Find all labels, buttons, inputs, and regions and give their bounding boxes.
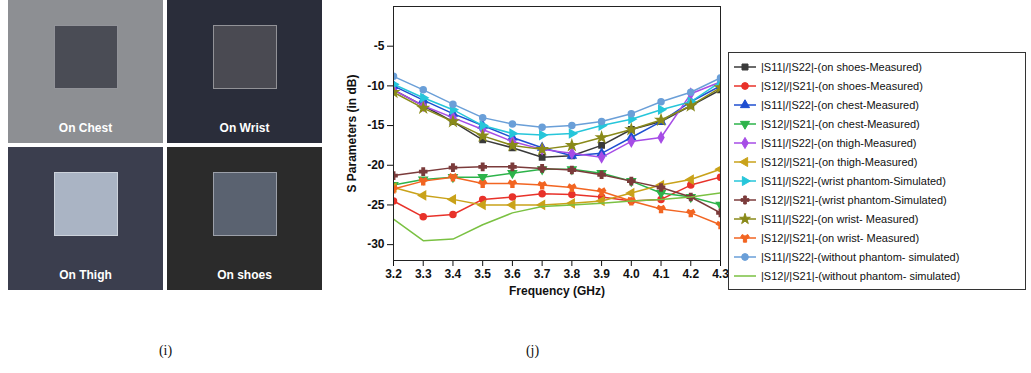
svg-text:-15: -15: [367, 118, 385, 132]
html-text:|S12|/|S21|-(on chest-Measured: |S12|/|S21|-(on chest-Measured): [761, 117, 920, 130]
svg-text:Frequency (GHz): Frequency (GHz): [509, 284, 605, 298]
html-text:On Thigh: On Thigh: [59, 268, 112, 282]
html-text:On shoes: On shoes: [217, 268, 272, 282]
html-text:|S12|/|S21|-(on wrist- Measure: |S12|/|S21|-(on wrist- Measured): [761, 231, 920, 244]
svg-text:-20: -20: [367, 158, 385, 172]
svg-text:3.3: 3.3: [415, 267, 432, 281]
html-text:|S12|/|S21|-(without phantom-: |S12|/|S21|-(without phantom- simulated): [761, 269, 961, 282]
svg-text:-5: -5: [374, 39, 385, 53]
html-text:|S12|/|S21|-(on thigh-Measured: |S12|/|S21|-(on thigh-Measured): [761, 155, 918, 168]
svg-text:4.1: 4.1: [653, 267, 670, 281]
svg-text:3.4: 3.4: [445, 267, 462, 281]
html-text:|S11|/|S22|-(wrist phantom-Sim: |S11|/|S22|-(wrist phantom-Simulated): [761, 174, 946, 187]
svg-text:3.2: 3.2: [385, 267, 402, 281]
html-text:|S11|/|S22|-(without phantom-: |S11|/|S22|-(without phantom- simulated): [761, 250, 960, 263]
html-text:(j): (j): [525, 343, 540, 358]
html-text:On Chest: On Chest: [58, 121, 113, 135]
svg-text:3.7: 3.7: [534, 267, 551, 281]
svg-text:4.2: 4.2: [682, 267, 699, 281]
html-text:|S12|/|S21|-(on shoes-Measured: |S12|/|S21|-(on shoes-Measured): [761, 79, 923, 92]
html-text:|S12|/|S21|-(wrist phantom-Sim: |S12|/|S21|-(wrist phantom-Simulated): [761, 193, 947, 206]
html-text:(i): (i): [158, 343, 173, 358]
svg-text:3.6: 3.6: [504, 267, 521, 281]
svg-text:-30: -30: [367, 237, 385, 251]
svg-text:S Parameters (in dB): S Parameters (in dB): [345, 74, 359, 192]
svg-text:4.0: 4.0: [623, 267, 640, 281]
svg-text:4.3: 4.3: [712, 267, 729, 281]
svg-text:-10: -10: [367, 79, 385, 93]
html-text:On Wrist: On Wrist: [219, 121, 270, 135]
svg-text:3.9: 3.9: [593, 267, 610, 281]
html-text:|S11|/|S22|-(on thigh-Measured: |S11|/|S22|-(on thigh-Measured): [761, 136, 917, 149]
svg-text:3.5: 3.5: [474, 267, 491, 281]
svg-text:-25: -25: [367, 198, 385, 212]
html-text:|S11|/|S22|-(on chest-Measured: |S11|/|S22|-(on chest-Measured): [761, 98, 919, 111]
html-text:|S11|/|S22|-(on wrist- Measure: |S11|/|S22|-(on wrist- Measured): [761, 212, 919, 225]
html-text:|S11|/|S22|-(on shoes-Measured: |S11|/|S22|-(on shoes-Measured): [761, 60, 922, 73]
svg-text:3.8: 3.8: [564, 267, 581, 281]
